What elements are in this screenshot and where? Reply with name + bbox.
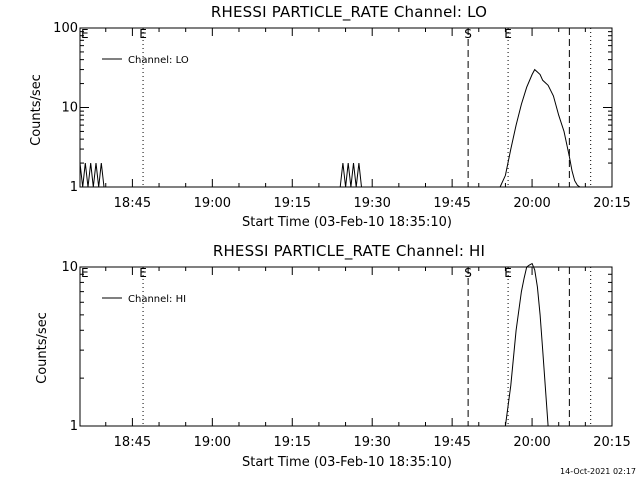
x-tick-label: 19:00	[194, 435, 231, 450]
marker-label: E	[504, 27, 512, 41]
x-tick-label: 19:45	[433, 196, 470, 211]
y-tick-label: 100	[53, 21, 78, 36]
x-axis-label: Start Time (03-Feb-10 18:35:10)	[242, 455, 452, 470]
y-tick-label: 10	[61, 101, 78, 116]
y-axis-label: Counts/sec	[29, 74, 44, 146]
x-tick-label: 19:00	[194, 196, 231, 211]
y-tick-label: 1	[70, 419, 78, 434]
x-tick-label: 20:00	[513, 196, 550, 211]
series-line	[499, 68, 583, 188]
legend-label: Channel: HI	[128, 294, 186, 305]
y-axis-label: Counts/sec	[35, 312, 50, 384]
x-tick-label: 19:45	[433, 435, 470, 450]
x-tick-label: 18:45	[114, 435, 151, 450]
x-tick-label: 20:15	[593, 196, 630, 211]
x-tick-label: 19:15	[274, 435, 311, 450]
x-tick-label: 18:45	[114, 196, 151, 211]
legend-label: Channel: LO	[128, 55, 189, 66]
marker-label: E	[139, 27, 147, 41]
series-line	[339, 163, 362, 188]
marker-label: S	[464, 266, 472, 280]
x-axis-label: Start Time (03-Feb-10 18:35:10)	[242, 215, 452, 230]
panel-lo: RHESSI PARTICLE_RATE Channel: LO Start T…	[29, 3, 631, 230]
x-tick-label: 20:00	[513, 435, 550, 450]
x-tick-label: 19:15	[274, 196, 311, 211]
marker-label: E	[139, 266, 147, 280]
chart-title: RHESSI PARTICLE_RATE Channel: HI	[213, 242, 485, 261]
y-tick-label: 1	[70, 180, 78, 195]
series-line	[79, 163, 105, 188]
marker-label: S	[464, 27, 472, 41]
plot-frame	[79, 266, 613, 427]
series-line	[504, 262, 549, 427]
x-tick-label: 19:30	[353, 196, 390, 211]
marker-label: E	[504, 266, 512, 280]
x-tick-label: 19:30	[353, 435, 390, 450]
chart-title: RHESSI PARTICLE_RATE Channel: LO	[211, 3, 487, 22]
panel-hi: RHESSI PARTICLE_RATE Channel: HI Start T…	[35, 242, 631, 470]
generation-timestamp: 14-Oct-2021 02:17	[560, 467, 636, 476]
marker-label: E	[81, 27, 89, 41]
y-tick-label: 10	[61, 260, 78, 275]
marker-label: E	[81, 266, 89, 280]
x-tick-label: 20:15	[593, 435, 630, 450]
plot-frame	[79, 27, 613, 188]
